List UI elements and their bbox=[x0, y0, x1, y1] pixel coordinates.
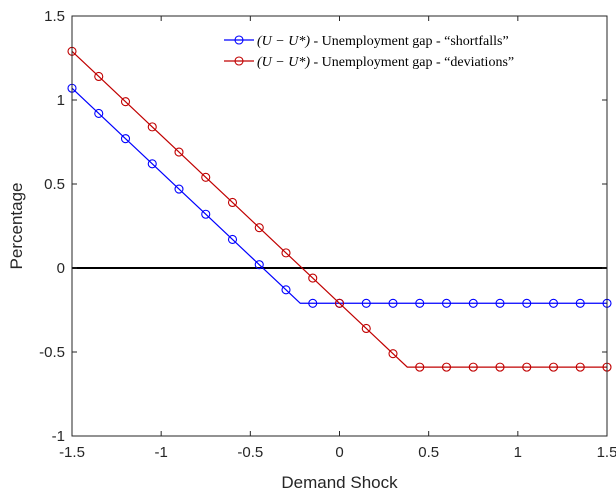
y-tick-label: -1 bbox=[52, 428, 65, 445]
x-tick-label: -1 bbox=[154, 444, 167, 461]
series-layer bbox=[67, 46, 612, 372]
y-tick-label: 0.5 bbox=[44, 176, 65, 193]
plot-area bbox=[72, 16, 607, 436]
series-1-marker bbox=[281, 285, 291, 295]
series-2-marker bbox=[495, 362, 505, 372]
series-1-marker bbox=[227, 234, 238, 244]
x-tick-label: -1.5 bbox=[59, 444, 85, 461]
x-tick-label: -0.5 bbox=[237, 444, 263, 461]
series-1-marker bbox=[201, 209, 211, 219]
legend-swatch-marker-1 bbox=[234, 35, 244, 45]
series-2-marker bbox=[334, 298, 345, 308]
legend-entry-2: (U − U*) - Unemployment gap - “deviation… bbox=[257, 55, 514, 70]
series-2-marker bbox=[575, 362, 585, 372]
series-2-marker bbox=[254, 223, 264, 233]
x-tick-label: 0.5 bbox=[418, 444, 439, 461]
legend-entry-1: (U − U*) - Unemployment gap - “shortfall… bbox=[257, 34, 509, 49]
axes-layer: -1.5 -1 -0.5 0 0.5 1 1.5-1-0.500.511.5 bbox=[39, 8, 616, 461]
plot-background bbox=[72, 16, 607, 436]
legend-label: - Unemployment gap - “shortfalls” bbox=[310, 34, 509, 49]
series-2-marker bbox=[548, 362, 559, 372]
series-1-marker bbox=[495, 298, 505, 308]
series-1-marker bbox=[94, 108, 104, 118]
series-2-marker bbox=[388, 349, 398, 359]
legend-label: - Unemployment gap - “deviations” bbox=[310, 55, 514, 70]
series-1-marker bbox=[415, 298, 425, 308]
y-tick-label: 1.5 bbox=[44, 8, 65, 25]
series-1-marker bbox=[120, 134, 131, 144]
series-2-marker bbox=[522, 362, 532, 372]
x-tick-label: 0 bbox=[335, 444, 343, 461]
series-2-marker bbox=[468, 362, 478, 372]
series-2-marker bbox=[308, 273, 318, 283]
series-2-marker bbox=[361, 323, 371, 334]
series-1-marker bbox=[468, 298, 478, 308]
y-tick-label: -0.5 bbox=[39, 344, 65, 361]
series-1-marker bbox=[308, 298, 318, 308]
series-2-marker bbox=[281, 248, 291, 258]
legend-math: (U − U*) bbox=[257, 34, 310, 49]
y-tick-label: 0 bbox=[57, 260, 65, 277]
series-2-marker bbox=[415, 362, 425, 372]
series-2-marker bbox=[174, 147, 184, 157]
series-1-marker bbox=[441, 298, 452, 308]
series-1-marker bbox=[522, 298, 532, 308]
series-1-marker bbox=[575, 298, 585, 308]
legend-math: (U − U*) bbox=[257, 55, 310, 70]
series-2-marker bbox=[120, 97, 131, 107]
series-2-marker bbox=[94, 71, 104, 82]
legend: (U − U*) - Unemployment gap - “shortfall… bbox=[224, 34, 514, 70]
y-tick-label: 1 bbox=[57, 92, 65, 109]
series-line-2 bbox=[71, 50, 607, 368]
series-1-marker bbox=[147, 159, 157, 169]
series-1-marker bbox=[548, 298, 559, 308]
y-axis-title: Percentage bbox=[7, 183, 26, 270]
series-1-marker bbox=[388, 298, 398, 308]
x-axis-title: Demand Shock bbox=[281, 473, 398, 492]
series-2-marker bbox=[201, 172, 211, 182]
x-tick-label: 1.5 bbox=[597, 444, 616, 461]
series-2-marker bbox=[147, 122, 157, 132]
series-line-1 bbox=[71, 87, 607, 304]
legend-swatch-marker-2 bbox=[234, 56, 244, 66]
series-1-marker bbox=[254, 260, 264, 270]
series-1-marker bbox=[174, 184, 184, 194]
series-1-marker bbox=[361, 298, 371, 308]
series-2-marker bbox=[227, 197, 238, 208]
x-tick-label: 1 bbox=[514, 444, 522, 461]
series-2-marker bbox=[441, 362, 452, 372]
